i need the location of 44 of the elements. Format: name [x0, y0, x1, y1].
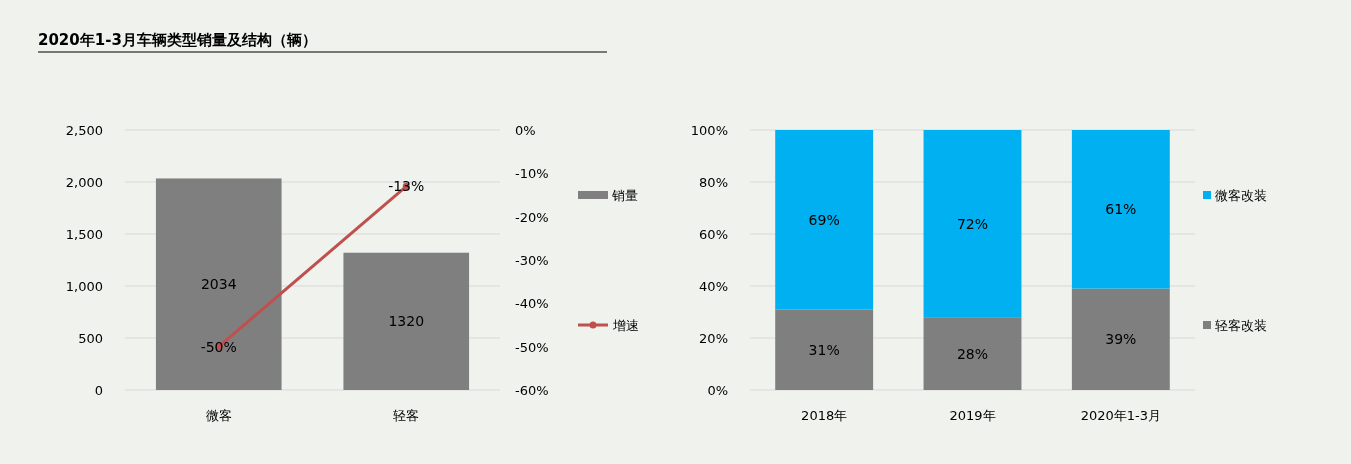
- data-label: 2034: [200, 276, 237, 293]
- y-tick-label: 1,000: [65, 279, 103, 294]
- data-label: 61%: [1105, 201, 1137, 218]
- bar: [775, 130, 874, 310]
- chart-title: 2020年1-3月车辆类型销量及结构（辆）: [38, 31, 317, 49]
- y-tick-label: 2,500: [65, 123, 103, 138]
- data-label: 28%: [956, 345, 989, 362]
- y-tick-label: 100%: [690, 123, 728, 138]
- legend-label: 微客改装: [1215, 188, 1267, 203]
- y-tick-label: 60%: [699, 227, 728, 242]
- data-label: 1320: [388, 313, 425, 330]
- x-tick-label: 微客: [205, 408, 232, 423]
- legend-label: 销量: [611, 188, 638, 203]
- x-tick-label: 2018年: [801, 408, 848, 423]
- y-tick-label: 0%: [707, 383, 728, 398]
- data-label: 31%: [808, 341, 840, 358]
- y-tick-label: 1,500: [65, 227, 103, 242]
- x-tick-label: 2020年1-3月: [1080, 408, 1161, 423]
- bar: [775, 309, 874, 390]
- data-label: 69%: [808, 211, 840, 228]
- y-tick-label: 20%: [699, 331, 728, 346]
- bar: [1071, 288, 1170, 390]
- y2-tick-label: 0%: [515, 123, 536, 138]
- bar: [923, 130, 1022, 318]
- y-tick-label: 40%: [699, 279, 728, 294]
- y2-tick-label: -40%: [515, 296, 549, 312]
- y2-tick-label: -10%: [515, 166, 549, 182]
- y-tick-label: 500: [78, 331, 103, 346]
- legend-label: 增速: [612, 318, 639, 333]
- x-tick-label: 2019年: [949, 408, 996, 423]
- y2-tick-label: -20%: [515, 209, 549, 225]
- y-tick-label: 2,000: [65, 175, 103, 190]
- y2-tick-label: -50%: [515, 339, 549, 355]
- data-label: 39%: [1105, 331, 1137, 348]
- legend-label: 轻客改装: [1215, 318, 1267, 333]
- y-tick-label: 80%: [699, 175, 728, 190]
- bar: [1071, 130, 1170, 289]
- bar: [923, 317, 1022, 390]
- y-tick-label: 0: [94, 383, 103, 398]
- y2-tick-label: -60%: [515, 383, 549, 398]
- data-label: 72%: [956, 215, 989, 232]
- x-tick-label: 轻客: [393, 408, 420, 423]
- y2-tick-label: -30%: [515, 253, 549, 268]
- data-label: -50%: [200, 338, 237, 355]
